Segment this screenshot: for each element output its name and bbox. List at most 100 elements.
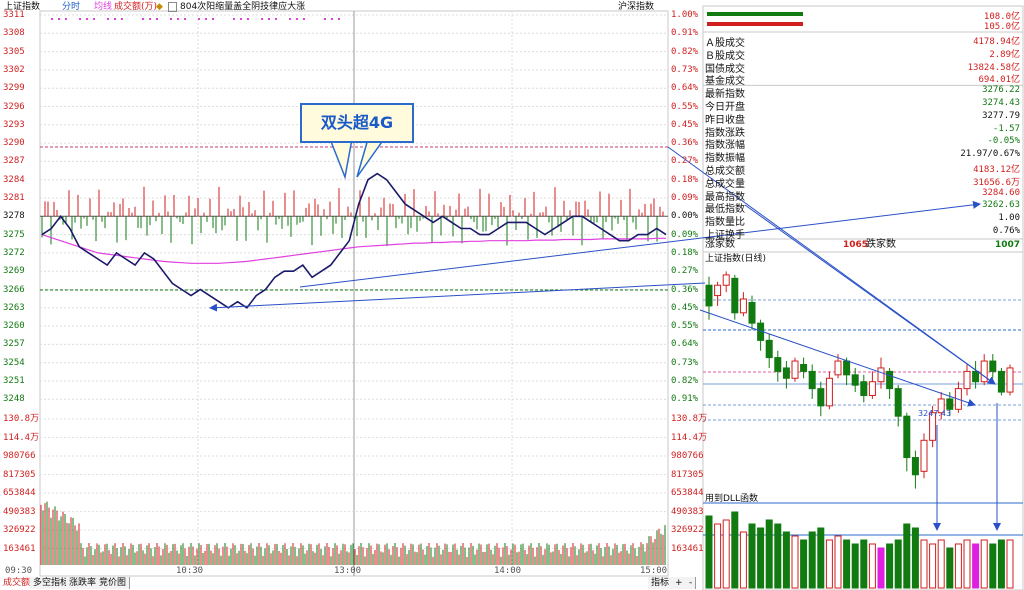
stats-value: 3276.22 <box>982 85 1020 96</box>
marker-dot <box>184 18 186 20</box>
stats-panel-frame <box>702 5 1024 590</box>
arrow <box>744 204 996 385</box>
marker-dot <box>331 18 333 20</box>
marker-dot <box>338 18 340 20</box>
time-label: 10:30 <box>176 566 204 576</box>
percent-tick: 0.18% <box>671 174 699 185</box>
stats-label: Ａ股成交 <box>705 38 745 49</box>
daily-volume-bar <box>722 519 730 589</box>
index-name: 上证指数 <box>4 2 41 12</box>
candle-body <box>937 398 945 414</box>
daily-volume-bar <box>886 543 894 589</box>
price-tick: 3278 <box>3 211 25 222</box>
zoom-out-button[interactable]: - <box>686 577 697 589</box>
intraday-grid <box>40 11 668 576</box>
checkbox-icon[interactable] <box>168 2 177 12</box>
market-switch[interactable]: 沪深指数 <box>618 2 655 12</box>
percent-tick: 0.82% <box>671 46 699 57</box>
stats-value: 13824.58亿 <box>967 62 1020 73</box>
volume-tick-right: 326922 <box>671 525 704 535</box>
time-label: 15:00 <box>640 566 668 576</box>
daily-volume-bar <box>903 523 911 589</box>
news-headline[interactable]: 804次阳缩量盖全阴技律应大涨 <box>180 2 306 12</box>
stats-label: 指数涨跌 <box>705 127 745 139</box>
stats-value: 3277.79 <box>982 110 1020 121</box>
volume-tick-right: 817305 <box>671 469 704 480</box>
indicator-button[interactable]: 指标 <box>648 577 674 589</box>
candle-body <box>739 298 747 314</box>
tab-auction[interactable]: 竞价图 <box>96 577 131 589</box>
candle-body <box>1006 367 1014 393</box>
marker-dot <box>177 18 179 20</box>
marker-dot <box>275 18 277 20</box>
tab-advance-rate[interactable]: 涨跌率 <box>66 577 101 589</box>
daily-volume-bar <box>774 523 782 589</box>
volume-tick: 163461 <box>3 543 36 554</box>
price-tick: 3251 <box>3 376 25 386</box>
percent-tick: 0.82% <box>671 376 699 386</box>
marker-dot <box>296 18 298 20</box>
daily-volume-bar <box>808 531 816 589</box>
stats-label: 基金成交 <box>705 76 745 88</box>
price-tick: 3293 <box>3 119 25 130</box>
marker-dot <box>107 18 109 20</box>
price-tick: 3254 <box>3 357 25 368</box>
daily-volume-bar <box>860 539 868 589</box>
daily-volume-bar <box>920 539 928 589</box>
marker-dot <box>240 18 242 20</box>
marker-dot <box>79 18 81 20</box>
daily-volume-bar <box>1006 539 1014 589</box>
percent-tick: 0.55% <box>671 101 699 112</box>
stats-label: 指数振幅 <box>705 153 745 165</box>
candle-body <box>903 415 911 459</box>
candle-body <box>825 377 833 407</box>
stats-label: 今日开盘 <box>705 102 745 113</box>
candle-body <box>774 357 782 372</box>
percent-tick: 0.45% <box>671 119 699 130</box>
daily-volume-bar <box>980 539 988 589</box>
marker-dot <box>324 18 326 20</box>
marker-dot <box>212 18 214 20</box>
daily-volume-bar <box>765 519 773 589</box>
average-line <box>41 234 666 264</box>
marker-dot <box>268 18 270 20</box>
percent-tick: 0.09% <box>671 193 699 203</box>
candle-body <box>782 367 790 379</box>
marker-dot <box>86 18 88 20</box>
price-tick: 3296 <box>3 101 25 112</box>
price-tick: 3305 <box>3 46 25 57</box>
candle-body <box>877 367 885 383</box>
candle-body <box>911 457 919 476</box>
candle-body <box>972 370 980 383</box>
volume-tick: 490383 <box>3 506 36 517</box>
price-tick: 3272 <box>3 247 25 258</box>
tab-fenshi[interactable]: 分时 <box>62 2 81 12</box>
percent-tick: 0.91% <box>671 28 699 39</box>
volume-tick: 114.4万 <box>3 432 40 443</box>
volume-tick: 130.8万 <box>3 414 40 424</box>
daily-volume-bar <box>782 531 790 589</box>
tab-turnover[interactable]: 成交额 <box>0 577 35 589</box>
arrow <box>299 200 981 288</box>
price-tick: 3257 <box>3 339 25 350</box>
price-tick: 3281 <box>3 193 25 203</box>
stats-value: 31656.6万 <box>973 177 1020 188</box>
news-icon[interactable]: ◆ <box>156 2 163 12</box>
price-tick: 3287 <box>3 156 25 167</box>
daily-volume-label: 用到DLL函数 <box>705 494 758 504</box>
volume-tick: 980766 <box>3 451 36 461</box>
percent-tick: 0.36% <box>671 138 699 149</box>
marker-dot <box>198 18 200 20</box>
time-label: 13:00 <box>334 566 362 576</box>
stats-value: 3284.60 <box>982 187 1020 198</box>
daily-kline-chart[interactable] <box>703 12 1023 589</box>
callout-pointer-right <box>356 138 385 178</box>
legend-volume: 成交额(万) <box>114 2 158 12</box>
percent-tick: 0.73% <box>671 357 699 368</box>
stats-label: Ｂ股成交 <box>705 50 745 62</box>
daily-volume-bar <box>791 535 799 589</box>
volume-tick-right: 490383 <box>671 506 704 517</box>
zoom-in-button[interactable]: + <box>672 577 687 589</box>
candle-body <box>980 360 988 383</box>
